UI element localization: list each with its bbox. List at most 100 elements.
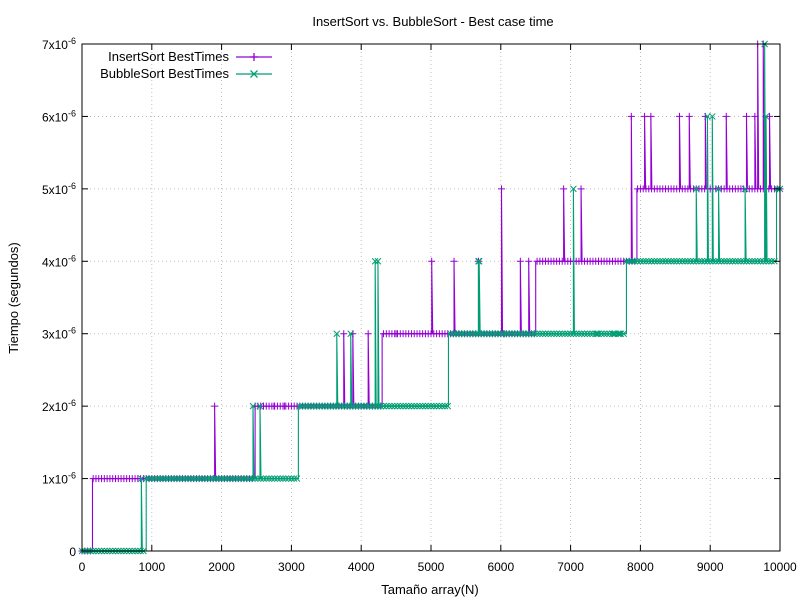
data-point xyxy=(170,475,178,482)
y-tick-label: 3x10-6 xyxy=(42,326,76,342)
legend-marker-insertsort xyxy=(250,53,258,61)
data-point xyxy=(436,402,443,410)
data-point xyxy=(508,330,516,338)
data-point xyxy=(593,330,601,338)
data-point xyxy=(737,257,745,265)
data-point xyxy=(461,330,468,338)
x-tick-label: 7000 xyxy=(557,560,584,574)
data-point xyxy=(211,402,219,410)
y-tick-label: 6x10-6 xyxy=(42,108,76,124)
x-axis-label: Tamaño array(N) xyxy=(381,582,479,597)
data-point xyxy=(616,330,623,338)
data-point xyxy=(558,330,566,338)
data-point xyxy=(734,257,742,265)
data-point xyxy=(438,402,446,410)
data-point xyxy=(675,112,683,120)
data-point xyxy=(413,402,421,410)
data-point xyxy=(673,257,681,265)
data-point xyxy=(519,330,527,338)
data-point xyxy=(676,257,683,265)
y-tick-label: 4x10-6 xyxy=(42,253,76,269)
data-point xyxy=(625,257,633,265)
data-point xyxy=(578,330,586,338)
data-point xyxy=(553,330,560,338)
data-point xyxy=(447,330,454,338)
data-point xyxy=(709,257,717,265)
data-point xyxy=(360,402,368,410)
data-point xyxy=(374,402,382,410)
data-point xyxy=(577,185,585,193)
data-point xyxy=(570,185,577,193)
data-point xyxy=(742,112,750,120)
x-tick-label: 1000 xyxy=(138,560,165,574)
data-point xyxy=(307,402,315,410)
data-point xyxy=(684,257,692,265)
data-point xyxy=(274,475,281,482)
data-point xyxy=(366,402,373,410)
legend: InsertSort BestTimes BubbleSort BestTime… xyxy=(100,49,272,81)
data-point xyxy=(570,330,577,338)
data-point xyxy=(463,330,471,338)
data-point xyxy=(651,257,658,265)
data-point xyxy=(156,475,164,482)
data-point xyxy=(198,475,206,482)
data-point xyxy=(685,112,693,120)
data-point xyxy=(539,330,547,338)
data-point xyxy=(567,330,574,338)
data-point xyxy=(340,330,348,338)
data-point xyxy=(701,257,708,265)
data-point xyxy=(341,402,348,410)
x-tick-label: 6000 xyxy=(487,560,514,574)
data-point xyxy=(641,112,649,120)
data-point xyxy=(259,402,267,410)
data-point xyxy=(399,402,407,410)
data-point xyxy=(503,330,510,338)
x-tick-label: 3000 xyxy=(278,560,305,574)
data-point xyxy=(184,475,192,482)
data-point xyxy=(165,475,172,482)
data-point xyxy=(544,330,552,338)
data-point xyxy=(547,330,555,338)
data-point xyxy=(678,257,686,265)
data-point xyxy=(240,475,248,482)
data-point xyxy=(564,330,572,338)
data-point xyxy=(648,257,655,265)
data-point xyxy=(268,475,276,482)
data-point xyxy=(327,402,334,410)
data-point xyxy=(271,475,279,482)
data-point xyxy=(480,330,488,338)
data-point xyxy=(525,257,533,265)
data-point xyxy=(363,402,371,410)
y-tick-label: 0 xyxy=(69,545,76,559)
data-point xyxy=(408,402,415,410)
data-point xyxy=(246,475,253,482)
data-point xyxy=(595,330,602,338)
data-point xyxy=(229,475,237,482)
data-point xyxy=(525,330,533,338)
data-point xyxy=(428,257,436,265)
data-point xyxy=(338,402,346,410)
data-point xyxy=(656,257,664,265)
data-point xyxy=(223,475,231,482)
data-point xyxy=(449,330,457,338)
data-point xyxy=(402,402,410,410)
data-point xyxy=(357,402,365,410)
data-point xyxy=(212,475,220,482)
data-point xyxy=(369,402,376,410)
data-point xyxy=(645,257,653,265)
data-point xyxy=(681,257,689,265)
data-point xyxy=(516,257,524,265)
data-point xyxy=(583,330,591,338)
data-point xyxy=(433,402,440,410)
data-point xyxy=(483,330,491,338)
data-point xyxy=(257,475,265,482)
data-point xyxy=(355,402,362,410)
data-point xyxy=(572,330,580,338)
data-point xyxy=(234,475,242,482)
data-point xyxy=(759,257,767,265)
data-point xyxy=(522,330,530,338)
data-point xyxy=(276,475,284,482)
data-point xyxy=(662,257,669,265)
data-point xyxy=(218,475,225,482)
data-point xyxy=(475,330,482,338)
